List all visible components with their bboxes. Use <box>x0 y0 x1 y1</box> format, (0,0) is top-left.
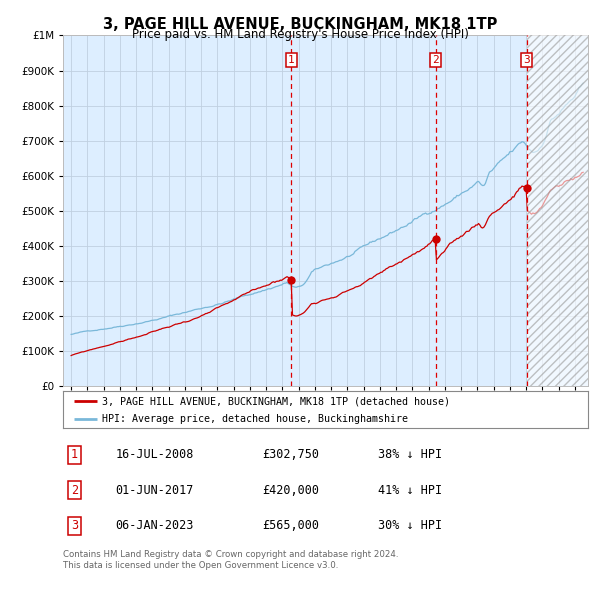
Text: This data is licensed under the Open Government Licence v3.0.: This data is licensed under the Open Gov… <box>63 560 338 569</box>
Text: Price paid vs. HM Land Registry's House Price Index (HPI): Price paid vs. HM Land Registry's House … <box>131 28 469 41</box>
Text: 2: 2 <box>432 55 439 65</box>
Text: HPI: Average price, detached house, Buckinghamshire: HPI: Average price, detached house, Buck… <box>103 414 409 424</box>
Text: £302,750: £302,750 <box>263 448 320 461</box>
Bar <box>527 2 600 388</box>
Text: 3: 3 <box>523 55 530 65</box>
Text: 16-JUL-2008: 16-JUL-2008 <box>115 448 194 461</box>
Text: 1: 1 <box>288 55 295 65</box>
Text: £420,000: £420,000 <box>263 484 320 497</box>
Text: 3, PAGE HILL AVENUE, BUCKINGHAM, MK18 1TP: 3, PAGE HILL AVENUE, BUCKINGHAM, MK18 1T… <box>103 17 497 31</box>
Text: 3: 3 <box>71 519 78 532</box>
Text: 01-JUN-2017: 01-JUN-2017 <box>115 484 194 497</box>
Text: 06-JAN-2023: 06-JAN-2023 <box>115 519 194 532</box>
Text: 30% ↓ HPI: 30% ↓ HPI <box>378 519 442 532</box>
Bar <box>291 35 588 386</box>
Text: 41% ↓ HPI: 41% ↓ HPI <box>378 484 442 497</box>
Text: £565,000: £565,000 <box>263 519 320 532</box>
Text: 2: 2 <box>71 484 78 497</box>
Text: Contains HM Land Registry data © Crown copyright and database right 2024.: Contains HM Land Registry data © Crown c… <box>63 550 398 559</box>
Text: 3, PAGE HILL AVENUE, BUCKINGHAM, MK18 1TP (detached house): 3, PAGE HILL AVENUE, BUCKINGHAM, MK18 1T… <box>103 396 451 407</box>
Text: 38% ↓ HPI: 38% ↓ HPI <box>378 448 442 461</box>
Text: 1: 1 <box>71 448 78 461</box>
